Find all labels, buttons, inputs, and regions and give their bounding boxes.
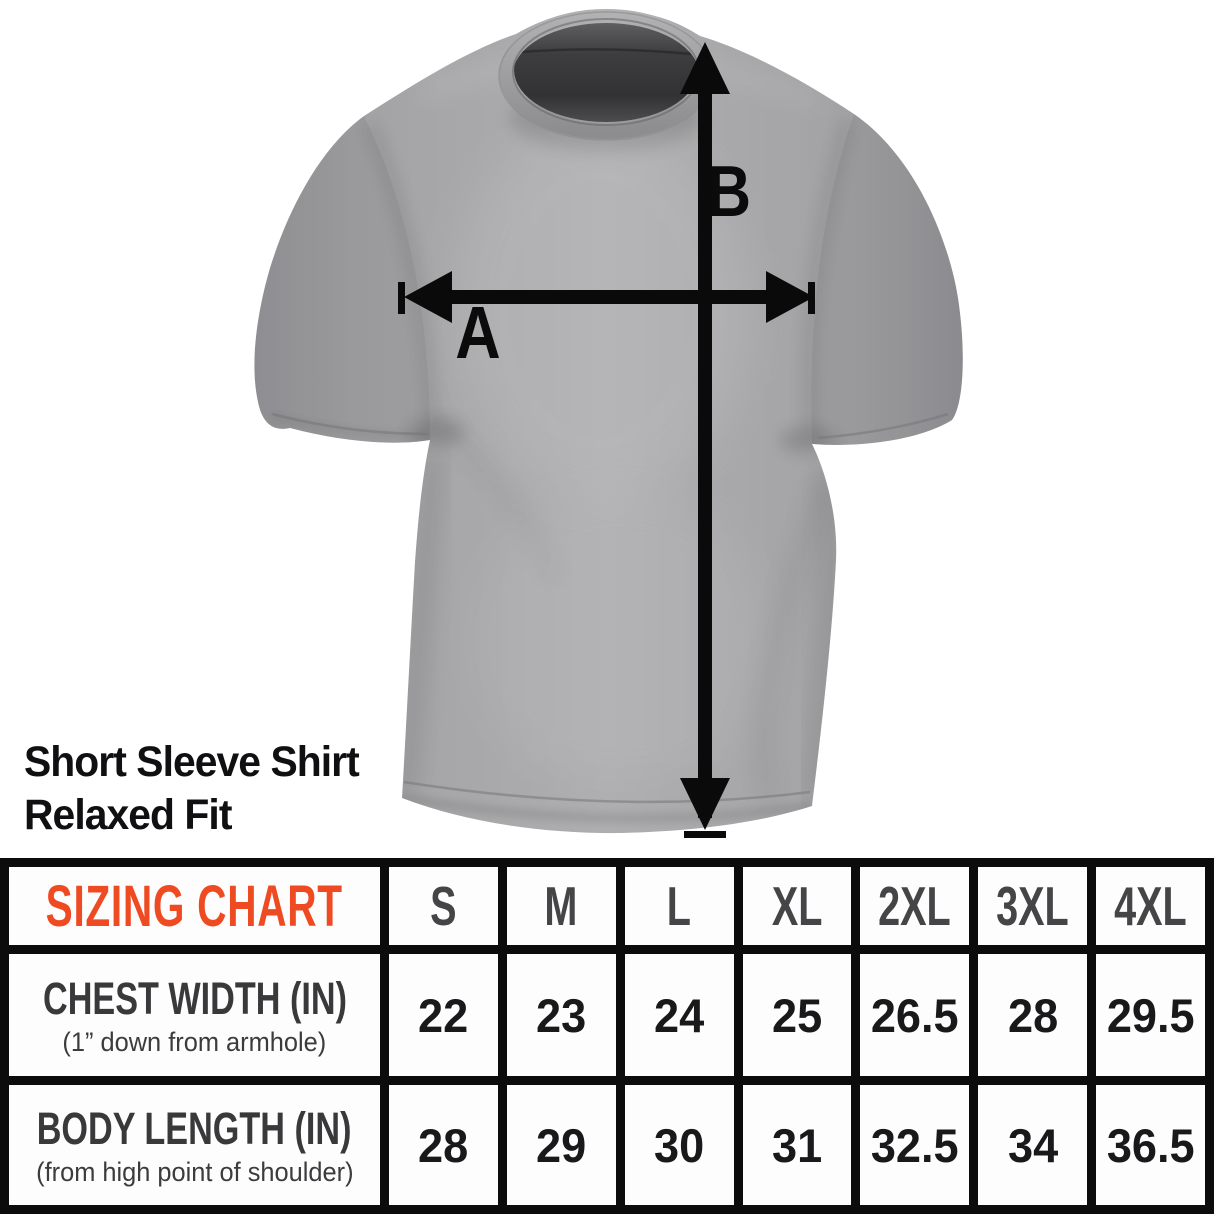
value-text: 28 xyxy=(418,1118,469,1172)
arrow-a-label: A xyxy=(455,291,500,374)
row-label-body-length: BODY LENGTH (IN) (from high point of sho… xyxy=(9,1085,380,1205)
arrow-a-left-head xyxy=(404,271,452,323)
size-header-label: M xyxy=(544,875,578,937)
arrow-a-right-head xyxy=(766,271,814,323)
size-header-label: XL xyxy=(771,875,823,937)
size-header-label: 2XL xyxy=(878,875,952,937)
chest-width-value-4xl: 29.5 xyxy=(1096,954,1205,1076)
body-length-value-xl: 31 xyxy=(742,1085,852,1205)
value-text: 34 xyxy=(1007,1118,1058,1172)
body-length-value-l: 30 xyxy=(624,1085,734,1205)
body-length-value-m: 29 xyxy=(506,1085,616,1205)
right-armhole-shadow xyxy=(802,118,854,437)
right-underarm-shadow xyxy=(780,427,836,453)
value-text: 23 xyxy=(536,988,587,1042)
size-header-label: L xyxy=(667,875,692,937)
value-text: 22 xyxy=(418,988,469,1042)
value-text: 24 xyxy=(654,988,705,1042)
chest-highlight xyxy=(450,120,750,500)
value-text: 32.5 xyxy=(870,1118,959,1172)
row-label-chest-width: CHEST WIDTH (IN) (1” down from armhole) xyxy=(9,954,380,1076)
left-side-shadow xyxy=(395,451,444,797)
body-length-value-s: 28 xyxy=(389,1085,498,1205)
chest-width-value-3xl: 28 xyxy=(978,954,1088,1076)
value-text: 25 xyxy=(771,988,823,1042)
body-length-value-4xl: 36.5 xyxy=(1096,1085,1205,1205)
value-text: 29 xyxy=(536,1118,587,1172)
right-fold-shadow xyxy=(755,477,833,803)
size-header-s: S xyxy=(389,867,498,945)
chest-width-value-m: 23 xyxy=(506,954,616,1076)
size-header-4xl: 4XL xyxy=(1096,867,1205,945)
left-armhole-shadow xyxy=(364,121,438,429)
right-side-shadow xyxy=(802,469,840,802)
chest-width-value-2xl: 26.5 xyxy=(860,954,970,1076)
size-header-label: 3XL xyxy=(996,875,1070,937)
size-header-label: S xyxy=(430,875,457,937)
sizing-table: SIZING CHART S M L XL 2XL 3XL 4XL CHEST … xyxy=(0,858,1214,1214)
value-text: 30 xyxy=(654,1118,705,1172)
arrow-a-left-tick xyxy=(398,282,405,314)
bottom-hem-shade xyxy=(401,794,813,823)
row-label-text: CHEST WIDTH (IN) xyxy=(42,972,347,1024)
product-title-line2: Relaxed Fit xyxy=(24,791,232,839)
size-header-l: L xyxy=(624,867,734,945)
value-text: 31 xyxy=(771,1118,823,1172)
arrow-b-label: B xyxy=(707,152,751,232)
row-sublabel-text: (1” down from armhole) xyxy=(62,1026,327,1057)
arrow-b-bottom-head xyxy=(680,778,730,830)
sizing-chart-title: SIZING CHART xyxy=(45,873,344,939)
value-text: 26.5 xyxy=(870,988,959,1042)
size-header-xl: XL xyxy=(742,867,852,945)
value-text: 29.5 xyxy=(1106,988,1195,1042)
size-header-2xl: 2XL xyxy=(860,867,970,945)
collar-opening xyxy=(514,18,698,122)
body-highlight xyxy=(470,490,770,790)
right-sleeve-hem-seam xyxy=(817,412,949,440)
bottom-hem-seam xyxy=(403,780,811,804)
chest-width-value-s: 22 xyxy=(389,954,498,1076)
body-length-value-2xl: 32.5 xyxy=(860,1085,970,1205)
size-header-m: M xyxy=(506,867,616,945)
chest-width-value-xl: 25 xyxy=(742,954,852,1076)
shirt-shading xyxy=(254,46,963,823)
right-sleeve-tint xyxy=(811,114,963,445)
measurement-arrow-b xyxy=(680,42,730,838)
chest-width-value-l: 24 xyxy=(624,954,734,1076)
arrow-b-bottom-tick xyxy=(684,831,726,838)
arrow-b-shaft xyxy=(698,58,712,818)
value-text: 36.5 xyxy=(1106,1118,1195,1172)
product-title: Short Sleeve Shirt Relaxed Fit xyxy=(24,736,360,842)
left-sleeve-hem-seam xyxy=(271,412,429,436)
row-label-text: BODY LENGTH (IN) xyxy=(37,1102,352,1154)
arrow-b-top-head xyxy=(680,42,730,94)
inner-collar-seam xyxy=(519,48,693,56)
row-sublabel-text: (from high point of shoulder) xyxy=(35,1156,354,1187)
sizing-chart-title-cell: SIZING CHART xyxy=(9,867,380,945)
size-header-label: 4XL xyxy=(1114,875,1187,937)
left-sleeve-hem-shade xyxy=(271,413,429,439)
tshirt-mockup: A B xyxy=(254,9,963,838)
product-title-line1: Short Sleeve Shirt xyxy=(24,738,360,786)
value-text: 28 xyxy=(1007,988,1058,1042)
body-length-value-3xl: 34 xyxy=(978,1085,1088,1205)
left-sleeve-tint xyxy=(254,116,430,443)
size-header-3xl: 3XL xyxy=(978,867,1088,945)
